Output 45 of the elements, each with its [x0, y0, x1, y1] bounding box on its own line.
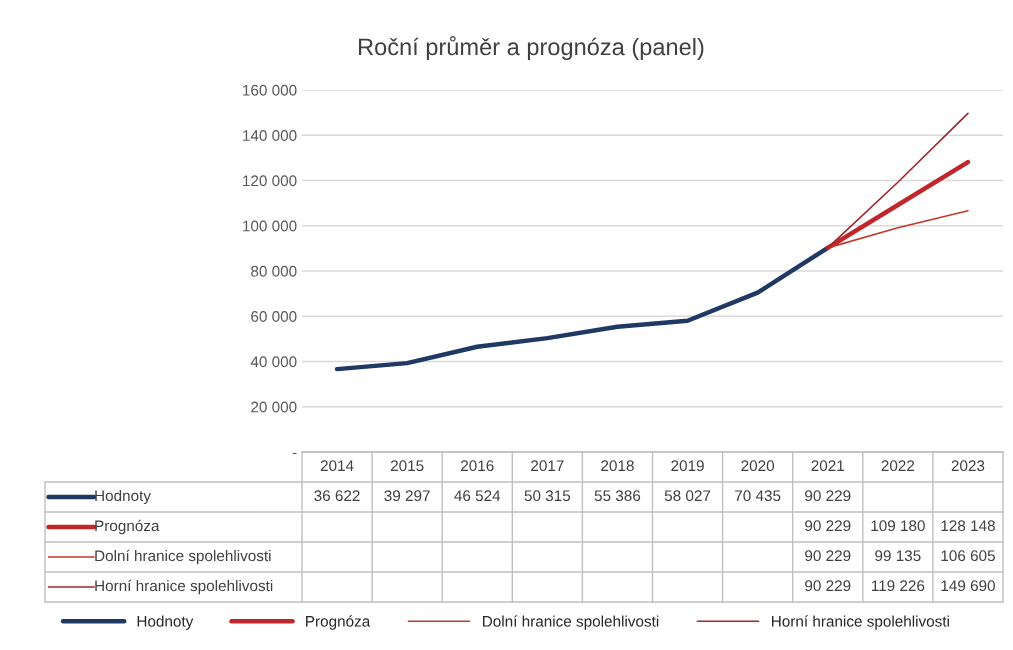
data-label: 149 690	[941, 580, 995, 592]
text: Horní hranice spolehlivosti	[95, 579, 273, 595]
legend-label: Hodnoty	[95, 489, 151, 505]
text: Dolní hranice spolehlivosti	[95, 549, 271, 565]
legend-label: Prognóza	[306, 615, 371, 630]
data-label: 119 226	[871, 580, 925, 592]
data-label: 39 297	[384, 490, 430, 502]
data-label: 50 315	[524, 490, 571, 502]
data-label: 99 135	[875, 550, 921, 562]
y-tick-label: 40 000	[250, 356, 297, 368]
data-label: 36 622	[314, 490, 360, 502]
x-tick-label: 2015	[390, 460, 424, 472]
y-tick-label: 160 000	[243, 84, 297, 96]
x-tick-label: 2017	[531, 460, 564, 472]
x-tick-label: 2014	[320, 460, 354, 472]
x-tick-label: 2019	[671, 460, 704, 472]
chart-title: Roční průměr a prognóza (panel)	[359, 36, 704, 60]
data-label: 90 229	[805, 550, 851, 562]
x-tick-label: 2023	[951, 460, 985, 472]
data-label: 70 435	[735, 490, 781, 502]
x-tick-label: 2016	[461, 460, 494, 472]
y-tick-label: 80 000	[251, 265, 297, 277]
data-label: 58 027	[664, 490, 711, 502]
data-label: 109 180	[871, 520, 925, 532]
legend-label: Dolní hranice spolehlivosti	[483, 615, 659, 630]
data-label: 46 524	[454, 490, 501, 502]
y-tick-label: 100 000	[243, 220, 297, 232]
data-label: 90 229	[805, 580, 851, 592]
y-tick-label: 20 000	[251, 401, 297, 413]
data-label: 90 229	[805, 490, 851, 502]
data-label: 55 386	[594, 490, 641, 502]
y-tick-label: 140 000	[243, 130, 297, 141]
x-tick-label: 2021	[811, 460, 844, 472]
x-tick-label: 2018	[601, 460, 634, 472]
data-label: 128 148	[941, 520, 995, 532]
y-tick-label: -	[292, 452, 297, 455]
data-label: 106 605	[941, 550, 995, 562]
x-tick-label: 2022	[881, 460, 915, 472]
x-tick-label: 2020	[741, 460, 775, 472]
text: Prognóza	[95, 519, 160, 535]
legend-label: Horní hranice spolehlivosti	[772, 615, 949, 630]
y-tick-label: 120 000	[243, 175, 297, 187]
data-label: 90 229	[805, 520, 851, 532]
y-tick-label: 60 000	[251, 311, 297, 322]
text: Hodnoty	[137, 615, 194, 630]
